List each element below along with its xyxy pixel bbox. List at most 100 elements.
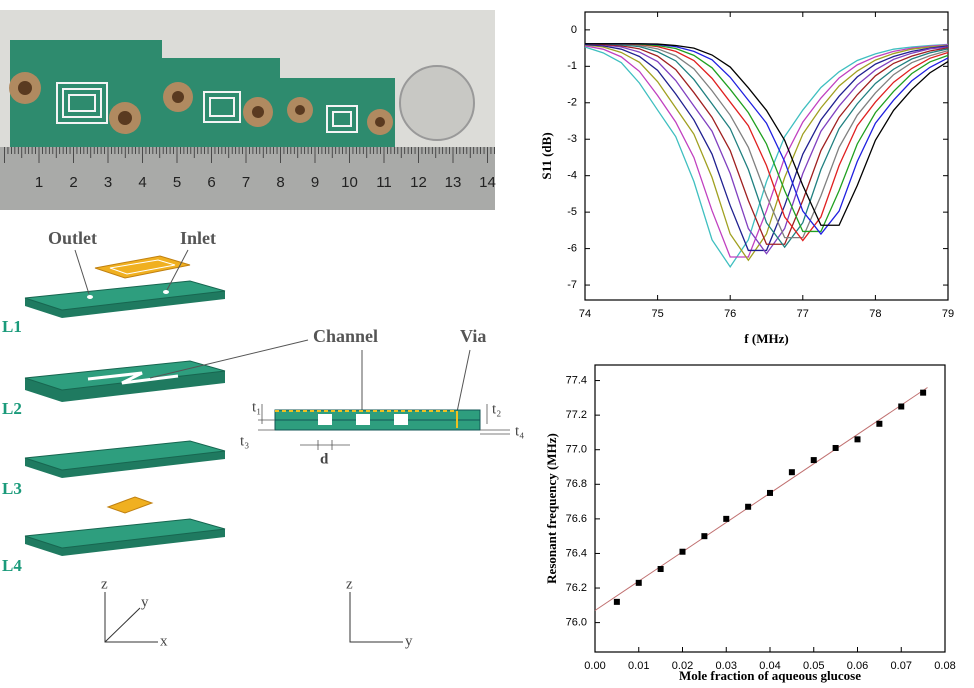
channel-section [394,414,408,425]
coil [56,82,108,124]
point [788,469,795,476]
series-line [584,43,949,268]
spacing-label: d [320,451,329,467]
leader [166,249,189,291]
plate-side [62,371,225,402]
pipes [9,72,393,135]
plot-frame [584,11,949,301]
chart: 74 75 76 77 78 79 0 -1 -2 -3 -4 -5 -6 -7 f (MHz) S11 (d… [539,11,954,346]
ruler-label: 14 [479,174,496,191]
ruler-ticks [4,147,495,163]
ruler [0,147,495,210]
point [832,444,839,451]
ruler-label: 10 [341,174,358,191]
axes-triads [104,592,403,643]
leader [456,349,471,413]
y-axis-title: S11 (dB) [539,132,554,179]
thickness-label: t₂ [492,401,501,417]
point [810,457,817,464]
y-tick-label: -1 [567,60,577,72]
point [767,489,773,496]
coil [209,97,235,117]
ruler-label: 2 [69,174,77,191]
x-axis-title: Mole fraction of aqueous glucose [679,668,861,683]
axis-letter: y [405,633,413,649]
ruler-label: 12 [410,174,427,191]
plate-l3 [24,440,226,478]
via-label: Via [460,326,486,346]
y-tick-label: 77.0 [566,444,587,456]
point [657,566,664,573]
coil [332,111,352,127]
point [613,598,620,605]
coil-layer [94,255,191,279]
leader [74,249,90,295]
x-tick-label: 0.06 [847,660,868,672]
ruler-label: 9 [311,174,319,191]
plot-frame [594,364,946,653]
point [898,403,905,410]
axis-letter: z [346,576,353,592]
x-tick-label: 75 [651,308,663,320]
x-tick-label: 74 [579,308,591,320]
coil [326,105,358,133]
leader [149,339,309,379]
layer-label: L3 [2,479,22,498]
x-tick-label: 0.04 [759,660,780,672]
point [723,515,730,522]
y-axis-title: Resonant frequency (MHz) [544,433,559,584]
thickness-label: t₃ [240,433,249,449]
ruler-label: 11 [376,174,392,191]
x-tick-label: 78 [869,308,881,320]
plate-l1 [24,280,226,318]
thickness-label: t₁ [252,399,261,415]
x-tick-label: 0.00 [584,660,605,672]
pipe-hole [375,117,385,127]
coil [62,88,102,118]
axis-letter: z [101,576,108,592]
series-line [584,44,949,262]
channel [87,371,179,385]
coil [68,94,96,112]
series-line [584,43,949,252]
ruler-label: 7 [242,174,250,191]
coils [56,82,358,133]
leaders [74,249,471,413]
x-tick-label: 79 [942,308,954,320]
thickness-label: t₄ [515,423,524,439]
triad-axis [349,592,403,643]
x-tick-label: 0.01 [628,660,649,672]
pipe-hole [18,81,32,95]
triad-axis [104,607,141,643]
y-tick-label: -4 [567,170,577,182]
coil [203,91,241,123]
trend-line [594,387,928,611]
chart: 0.00 0.01 0.02 0.03 0.04 0.05 0.06 0.07 0.08 76.0… [544,364,956,683]
y-tick-label: 76.2 [566,582,587,594]
outlet-label: Outlet [48,228,97,248]
pipe-hole [172,91,184,103]
plate-l4 [24,518,226,556]
x-tick-label: 77 [797,308,809,320]
point [745,503,752,510]
y-tick-label: 77.2 [566,409,587,421]
pad [106,496,154,514]
ruler-label: 5 [173,174,181,191]
y-tick-label: -5 [567,206,577,218]
x-tick-label: 0.08 [934,660,955,672]
ruler-label: 3 [104,174,112,191]
ruler-label: 1 [35,174,43,191]
photo: 1 2 3 4 5 6 7 8 9 10 11 12 13 14 [0,10,496,210]
series-line [585,43,949,239]
dimension-lines [258,404,510,450]
series-line [585,43,949,226]
pipe-hole [252,106,264,118]
ruler-label: 13 [445,174,462,191]
x-tick-label: 0.03 [716,660,737,672]
x-tick-label: 0.02 [672,660,693,672]
series-line [584,43,949,245]
y-tick-label: 77.4 [566,374,587,386]
ruler-label: 4 [138,174,146,191]
inlet-label: Inlet [180,228,216,248]
